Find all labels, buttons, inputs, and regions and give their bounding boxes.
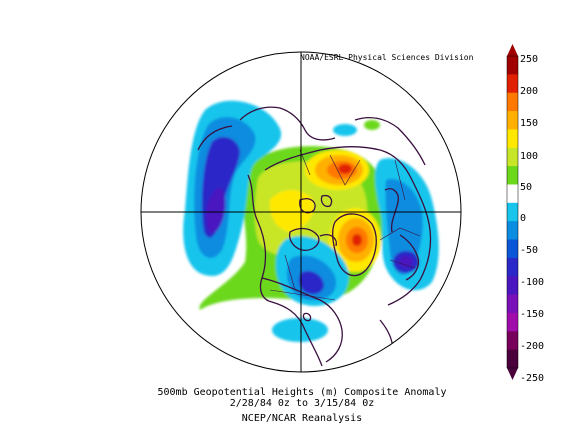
- positive-anomaly-center: [338, 164, 352, 174]
- colorbar-tick-label: -100: [520, 277, 545, 288]
- colorbar-swatch: [507, 166, 518, 185]
- colorbar-max-arrow: [507, 44, 518, 56]
- date-range: 2/28/84 0z to 3/15/84 0z: [229, 398, 375, 409]
- colorbar-swatch: [507, 294, 518, 314]
- colorbar-tick-label: -200: [520, 341, 545, 352]
- positive-anomaly-center: [352, 234, 362, 246]
- negative-anomaly-region: [272, 318, 328, 342]
- colorbar-tick-label: 250: [520, 54, 539, 65]
- boundaries: [269, 149, 421, 301]
- dataset-name: NCEP/NCAR Reanalysis: [241, 413, 363, 424]
- negative-anomaly-region: [333, 124, 357, 136]
- colorbar-swatch: [507, 349, 518, 369]
- colorbar-swatch: [507, 74, 518, 94]
- map-title: 500mb Geopotential Heights (m) Composite…: [157, 387, 447, 398]
- colorbar-swatch: [507, 111, 518, 130]
- colorbar-frame: [506, 55, 519, 369]
- positive-anomaly-region: [269, 190, 314, 232]
- colorbar-swatch: [507, 147, 518, 167]
- colorbar-swatch: [507, 56, 518, 75]
- colorbar-swatch: [507, 331, 518, 351]
- colorbar-swatch: [507, 221, 518, 241]
- negative-anomaly-center: [399, 256, 413, 268]
- colorbar-swatch: [507, 239, 518, 259]
- colorbar-tick-label: -250: [520, 373, 545, 384]
- colorbar-tick-label: 0: [520, 213, 527, 224]
- colorbar-swatch: [507, 184, 518, 204]
- map-border: [140, 51, 462, 373]
- colorbar-tick-label: 200: [520, 86, 539, 97]
- colorbar-swatch: [507, 202, 518, 222]
- negative-anomaly-center: [206, 187, 226, 234]
- polar-disc: [140, 51, 462, 373]
- colorbar-swatch: [507, 257, 518, 277]
- colorbar-swatch: [507, 92, 518, 112]
- colorbar-min-arrow: [507, 368, 518, 380]
- colorbar-tick-label: -150: [520, 309, 545, 320]
- colorbar-swatch: [507, 129, 518, 149]
- colorbar-tick-label: 100: [520, 151, 539, 162]
- colorbar: [506, 44, 519, 380]
- source-credit: NOAA/ESRL Physical Sciences Division: [300, 53, 474, 62]
- colorbar-swatch: [507, 276, 518, 296]
- colorbar-tick-label: -50: [520, 245, 539, 256]
- colorbar-tick-label: 50: [520, 182, 533, 193]
- negative-anomaly-region: [385, 179, 423, 275]
- anomaly-shading: [183, 100, 439, 342]
- negative-anomaly-center: [298, 270, 324, 295]
- positive-anomaly-region: [364, 120, 380, 130]
- colorbar-tick-label: 150: [520, 118, 539, 129]
- colorbar-swatch: [507, 312, 518, 332]
